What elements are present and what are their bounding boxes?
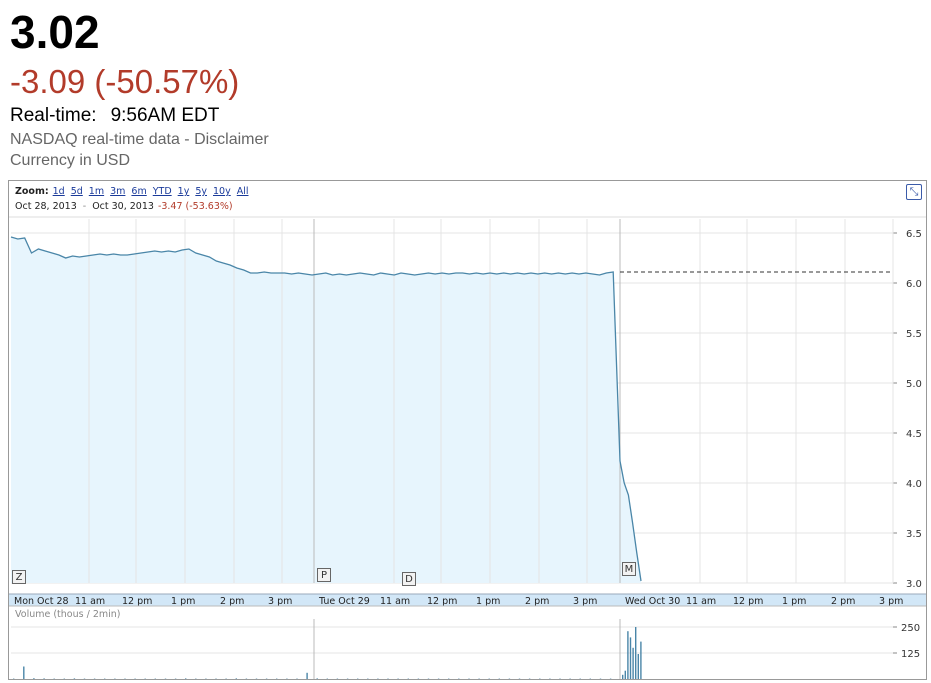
x-tick-label: 11 am [380,596,410,607]
volume-bar [185,678,187,679]
y-tick-label: 6.5 [906,229,922,240]
volume-bar [73,678,76,679]
volume-bar [306,672,308,679]
zoom-label: Zoom: [15,186,49,197]
volume-bar [632,647,634,679]
zoom-option-all[interactable]: All [236,186,249,197]
volume-bar [622,674,624,679]
chart-canvas[interactable]: 6.5 6.0 5.5 5.0 4.5 4.0 3.5 3.0 Mon Oct 28 11 am 1… [9,181,926,679]
x-tick-label: 3 pm [573,596,597,607]
y-tick-label: 3.0 [906,579,922,590]
volume-bar [43,678,45,679]
x-tick-label: 12 pm [122,596,152,607]
volume-bar [235,678,237,679]
volume-bar [640,641,642,679]
volume-tick-label: 250 [901,623,920,634]
x-tick-label: 1 pm [476,596,500,607]
x-tick-label: 12 pm [427,596,457,607]
zoom-option-6m[interactable]: 6m [131,186,147,197]
zoom-bar: Zoom: 1d 5d 1m 3m 6m YTD 1y 5y 10y All [15,186,255,197]
y-tick-label: 3.5 [906,529,922,540]
volume-bar [629,637,632,679]
price-change: -3.09 (-50.57%) [10,63,240,100]
realtime-time: 9:56AM EDT [110,105,220,126]
range-dash: - [82,201,87,212]
x-axis-band [9,594,926,606]
volume-bar [316,678,318,679]
x-tick-label: 1 pm [782,596,806,607]
disclaimer-link[interactable]: Disclaimer [194,131,269,148]
price-area [11,237,641,583]
x-tick-label: Mon Oct 28 [14,596,69,607]
volume-label: Volume (thous / 2min) [15,609,121,620]
range-start: Oct 28, 2013 [15,201,77,212]
currency-note: Currency in USD [10,152,131,169]
separator: - [179,131,195,148]
data-source: NASDAQ real-time data - Disclaimer [10,130,269,150]
flag-p[interactable]: P [317,568,331,582]
x-tick-label: 2 pm [831,596,855,607]
range-end: Oct 30, 2013 [92,201,154,212]
price-line [10,236,642,582]
y-tick-label: 4.5 [906,429,922,440]
realtime-status: Real-time: 9:56AM EDT [10,104,219,128]
y-tick-label: 5.5 [906,329,922,340]
x-tick-label: 12 pm [733,596,763,607]
zoom-option-5d[interactable]: 5d [70,186,83,197]
x-tick-label: 3 pm [879,596,903,607]
x-tick-label: 3 pm [268,596,292,607]
expand-icon[interactable]: ⤡ [906,184,922,200]
zoom-option-ytd[interactable]: YTD [152,186,172,197]
data-source-text: NASDAQ real-time data [10,131,180,148]
realtime-label: Real-time: [10,105,97,126]
price-chart[interactable]: 6.5 6.0 5.5 5.0 4.5 4.0 3.5 3.0 Mon Oct 28 11 am 1… [8,180,927,680]
x-tick-label: 1 pm [171,596,195,607]
x-tick-label: 2 pm [220,596,244,607]
volume-tick-label: 125 [901,649,920,660]
flag-d[interactable]: D [402,572,416,586]
flag-z[interactable]: Z [12,570,26,584]
volume-bar [627,631,629,679]
zoom-option-5y[interactable]: 5y [195,186,207,197]
y-tick-label: 6.0 [906,279,922,290]
volume-bar [635,627,637,679]
zoom-option-3m[interactable]: 3m [110,186,126,197]
y-tick-label: 4.0 [906,479,922,490]
volume-bar [33,678,35,679]
volume-bar [23,666,25,679]
zoom-option-1m[interactable]: 1m [88,186,105,197]
zoom-option-1d[interactable]: 1d [52,186,65,197]
range-change: -3.47 (-53.63%) [157,201,233,212]
volume-bar [624,670,626,679]
x-tick-label: 11 am [75,596,105,607]
current-price: 3.02 [10,6,100,58]
flag-m[interactable]: M [622,562,636,576]
x-tick-label: Wed Oct 30 [625,596,680,607]
x-tick-label: Tue Oct 29 [318,596,370,607]
date-range: Oct 28, 2013- Oct 30, 2013 -3.47 (-53.63%) [15,201,233,212]
x-tick-label: 2 pm [525,596,549,607]
zoom-option-10y[interactable]: 10y [213,186,231,197]
x-tick-label: 11 am [686,596,716,607]
y-tick-label: 5.0 [906,379,922,390]
zoom-option-1y[interactable]: 1y [177,186,190,197]
volume-bar [637,654,639,679]
